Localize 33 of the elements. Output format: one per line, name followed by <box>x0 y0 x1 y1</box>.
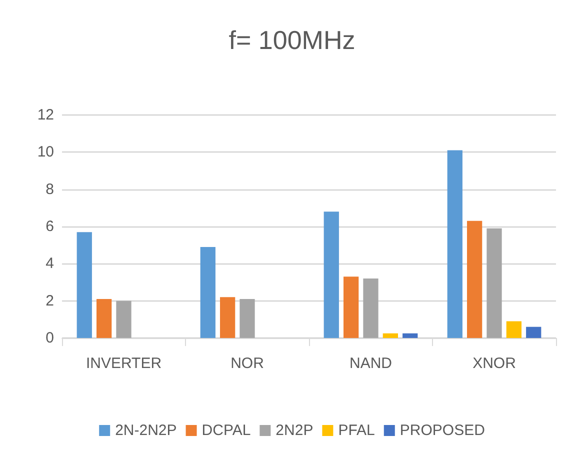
x-tick-label: NAND <box>349 355 392 372</box>
x-tick-label: INVERTER <box>86 355 162 372</box>
bar <box>116 300 132 338</box>
bar <box>76 232 92 338</box>
bar <box>220 297 236 338</box>
chart-title: f= 100MHz <box>228 25 356 55</box>
bar <box>200 246 216 338</box>
bar <box>363 278 378 338</box>
x-tick-label: NOR <box>230 355 264 372</box>
y-tick-label: 4 <box>46 255 54 272</box>
x-tick-label: XNOR <box>472 355 516 372</box>
y-tick-label: 8 <box>46 180 54 198</box>
legend-label: 2N-2N2P <box>115 422 177 439</box>
bar <box>324 212 339 338</box>
bar <box>96 298 112 338</box>
bar <box>402 333 418 338</box>
bar <box>382 333 398 338</box>
y-tick-label: 2 <box>46 292 54 310</box>
bar <box>240 298 255 338</box>
y-tick-label: 0 <box>46 330 54 346</box>
bar <box>344 276 359 338</box>
bar <box>447 150 462 338</box>
y-tick-label: 12 <box>37 106 54 124</box>
bar <box>506 321 522 338</box>
y-tick-label: 10 <box>37 144 54 161</box>
legend-label: PROPOSED <box>400 422 486 439</box>
bar <box>526 326 542 338</box>
legend-label: PFAL <box>338 422 375 439</box>
bar <box>467 220 482 338</box>
legend-label: 2N2P <box>276 422 314 439</box>
y-tick-label: 6 <box>46 218 54 235</box>
bar <box>486 228 502 338</box>
legend-label: DCPAL <box>202 422 251 439</box>
